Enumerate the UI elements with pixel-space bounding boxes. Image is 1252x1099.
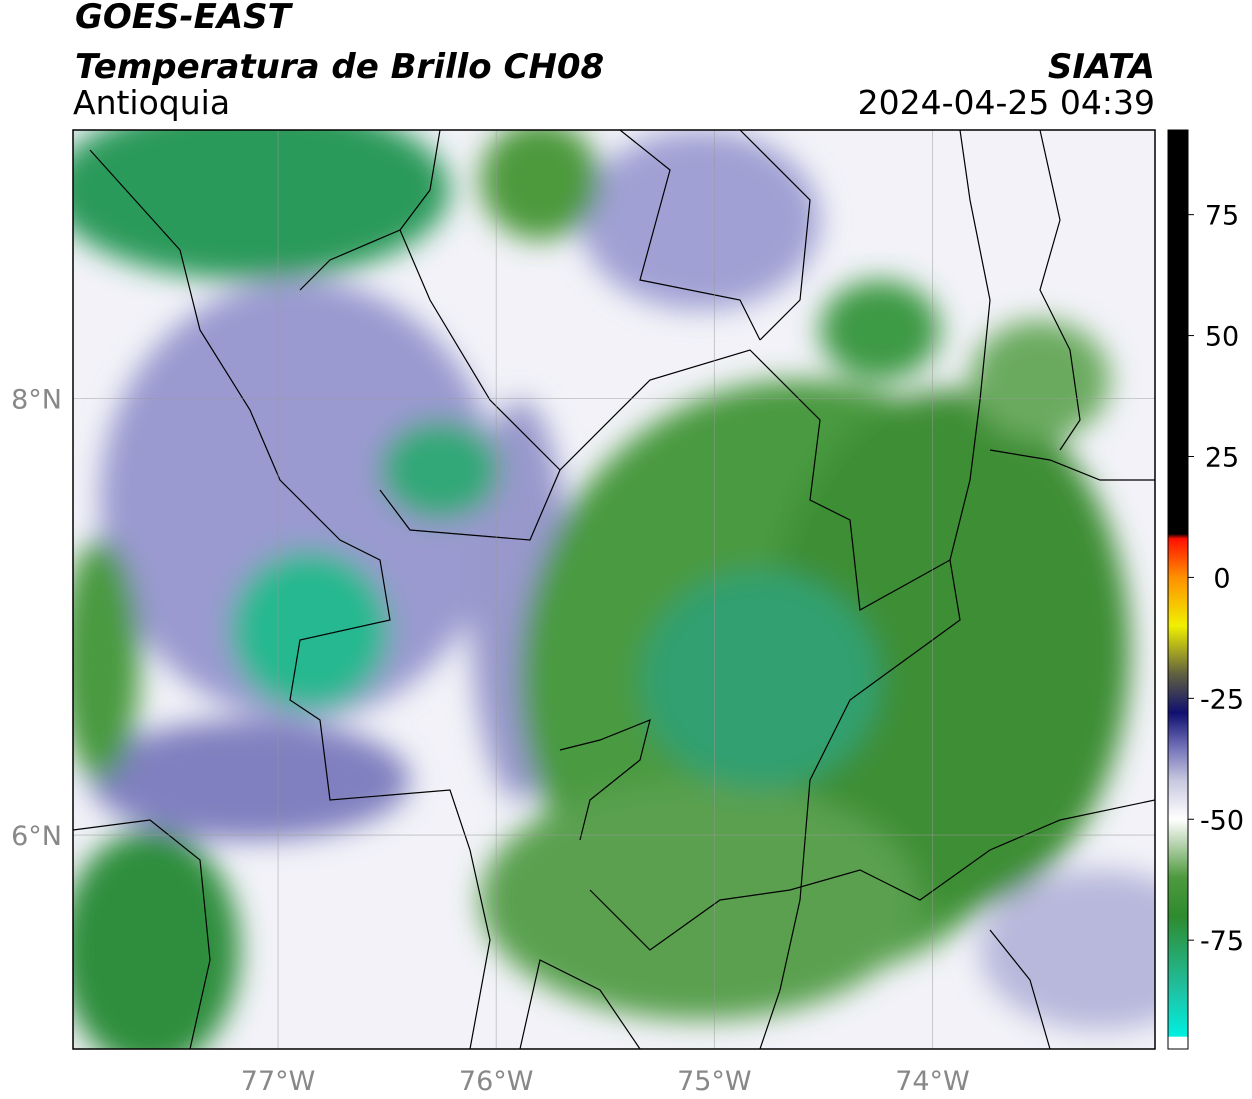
colorbar-tick-label: -50: [1200, 805, 1244, 836]
colorbar-tick-label: -25: [1200, 684, 1244, 715]
colorbar-tick-label: -75: [1200, 926, 1244, 957]
x-tick-label: 74°W: [895, 1066, 970, 1097]
graticule: [73, 130, 1155, 1049]
map-image: [73, 130, 1155, 1049]
datetime: 2024-04-25 04:39: [858, 83, 1155, 122]
colorbar: 75 50 25 0 -25 -50 -75: [1167, 129, 1244, 1050]
colorbar-tick-label: 25: [1205, 442, 1239, 473]
boundaries: [73, 130, 1155, 1049]
colorbar-tick-label: 0: [1213, 563, 1230, 594]
title: GOES-EAST: [75, 0, 294, 37]
colorbar-tick-label: 50: [1205, 322, 1239, 353]
x-tick-label: 77°W: [241, 1066, 316, 1097]
colorbar-scale: [1167, 129, 1189, 1050]
x-tick-label: 76°W: [459, 1066, 534, 1097]
map-frame: [72, 129, 1156, 1050]
subtitle: Temperatura de Brillo CH08: [75, 47, 604, 87]
cloud-field: [73, 130, 1155, 1049]
y-tick-label: 8°N: [11, 384, 62, 415]
colorbar-tick-label: 75: [1205, 201, 1239, 232]
x-tick-label: 75°W: [677, 1066, 752, 1097]
source: SIATA: [1048, 47, 1155, 87]
region: Antioquia: [73, 83, 230, 122]
y-tick-label: 6°N: [11, 821, 62, 852]
